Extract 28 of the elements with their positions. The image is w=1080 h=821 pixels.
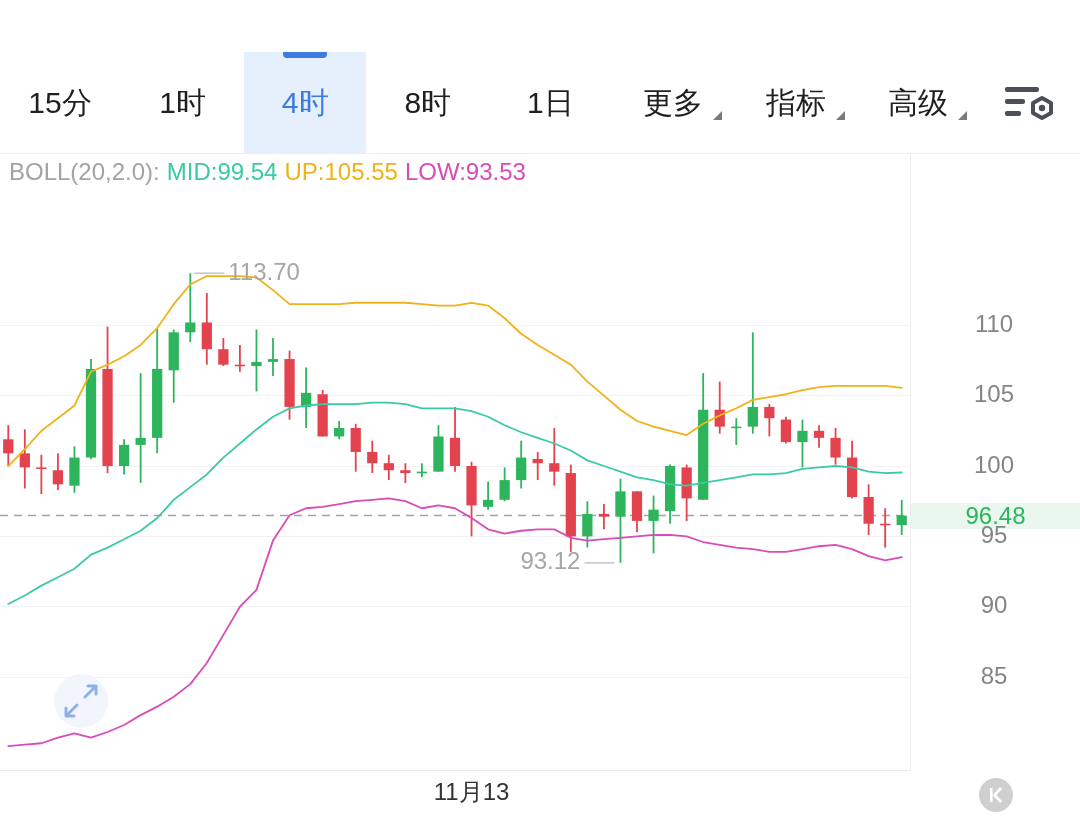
y-tick-label: 105: [974, 380, 1015, 408]
annotation: 113.70: [228, 257, 300, 285]
text: 1时: [158, 85, 207, 121]
text: LOW:93.53: [404, 158, 526, 185]
y-tick-label: 90: [980, 591, 1008, 619]
text: 15分: [27, 85, 93, 121]
text: 8时: [403, 85, 453, 121]
candlestick: [36, 454, 47, 495]
candlestick: [598, 504, 610, 530]
candlestick: [532, 451, 543, 481]
text: MID:99.54: [166, 158, 278, 185]
text: 高级: [887, 85, 950, 121]
text: 4时: [280, 85, 330, 121]
candlestick: [267, 337, 279, 376]
annotation: 93.12: [520, 547, 581, 575]
y-tick-label: 85: [980, 661, 1008, 689]
x-tick-label: 11月13: [433, 778, 510, 806]
text: 指标: [764, 85, 827, 121]
candlestick: [135, 373, 146, 483]
candlestick: [185, 273, 196, 343]
text: UP:105.55: [284, 158, 398, 185]
text: 1日: [526, 85, 575, 121]
text: 更多: [642, 85, 704, 121]
candlestick: [549, 428, 560, 486]
y-tick-label: 110: [974, 309, 1014, 337]
candlestick: [400, 463, 411, 483]
legend-title: BOLL(20,2.0):: [9, 158, 160, 185]
y-tick-label: 100: [974, 450, 1015, 478]
